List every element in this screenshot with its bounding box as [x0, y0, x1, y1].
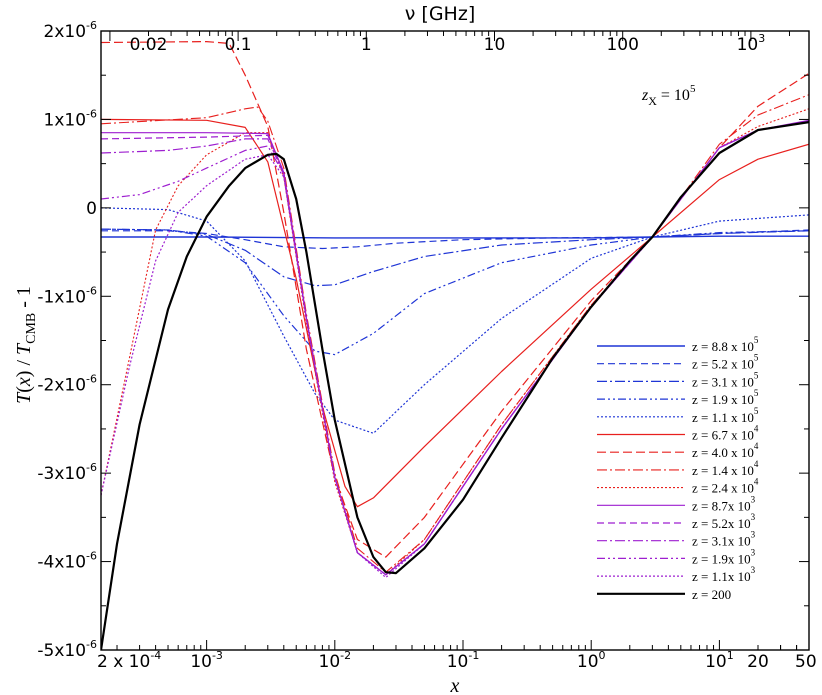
legend-label: z = 6.7 x 104: [692, 424, 759, 443]
x-axis-title: x: [450, 675, 460, 695]
x-tick-label: 10-3: [190, 649, 223, 672]
series-line-2: [101, 229, 809, 250]
legend-label: z = 5.2 x 105: [692, 353, 759, 372]
legend-label: z = 1.1 x 105: [692, 406, 759, 425]
x-tick-label: 50: [795, 652, 817, 672]
legend-label: z = 8.7x 103: [692, 494, 756, 513]
legend-label: z = 1.9x 103: [692, 547, 756, 566]
series-line-6: [101, 118, 809, 508]
x-tick-label: 2 x 10-4: [97, 649, 161, 672]
top-axis-title: ν [GHz]: [405, 3, 475, 25]
x-tick-label: 10-1: [447, 649, 480, 672]
top-tick-label: 1: [361, 35, 372, 55]
top-tick-label: 0.02: [130, 35, 168, 55]
x-tick-label: 100: [577, 649, 606, 672]
legend-label: z = 200: [692, 587, 731, 602]
series-line-4: [101, 228, 809, 356]
series-line-3: [101, 228, 809, 287]
y-tick-label: -3x10-6: [37, 461, 97, 484]
y-tick-label: -4x10-6: [37, 550, 97, 573]
y-tick-label: -5x10-6: [37, 638, 97, 661]
x-tick-label: 101: [705, 649, 734, 672]
series-line-9: [101, 108, 809, 576]
y-tick-label: 1x10-6: [44, 107, 97, 130]
top-tick-label: 100: [606, 35, 638, 55]
legend-label: z = 4.0 x 104: [692, 441, 759, 460]
series-line-13: [101, 120, 809, 576]
top-tick-label: 10: [484, 35, 506, 55]
legend-label: z = 1.4 x 104: [692, 459, 759, 478]
y-tick-label: -1x10-6: [37, 284, 97, 307]
x-tick-label: 20: [747, 652, 769, 672]
legend-label: z = 3.1 x 105: [692, 370, 759, 389]
legend-label: z = 8.8 x 105: [692, 335, 759, 354]
x-tick-label: 10-2: [319, 649, 352, 672]
legend-label: z = 3.1x 103: [692, 530, 756, 549]
y-axis-title: T(x) / TCMB - 1: [13, 286, 39, 404]
legend-label: z = 1.9 x 105: [692, 388, 759, 407]
y-tick-label: 0: [86, 199, 97, 219]
legend-label: z = 1.1x 103: [692, 565, 756, 584]
legend-label: z = 5.2x 103: [692, 512, 756, 531]
top-tick-label: 0.1: [225, 35, 252, 55]
y-tick-label: -2x10-6: [37, 373, 97, 396]
redshift-annotation: zX = 105: [641, 83, 696, 108]
y-tick-label: 2x10-6: [44, 19, 97, 42]
series-line-5: [101, 207, 809, 434]
legend-label: z = 2.4 x 104: [692, 477, 759, 496]
series-line-15: [101, 121, 809, 650]
top-tick-label: 103: [737, 32, 766, 55]
